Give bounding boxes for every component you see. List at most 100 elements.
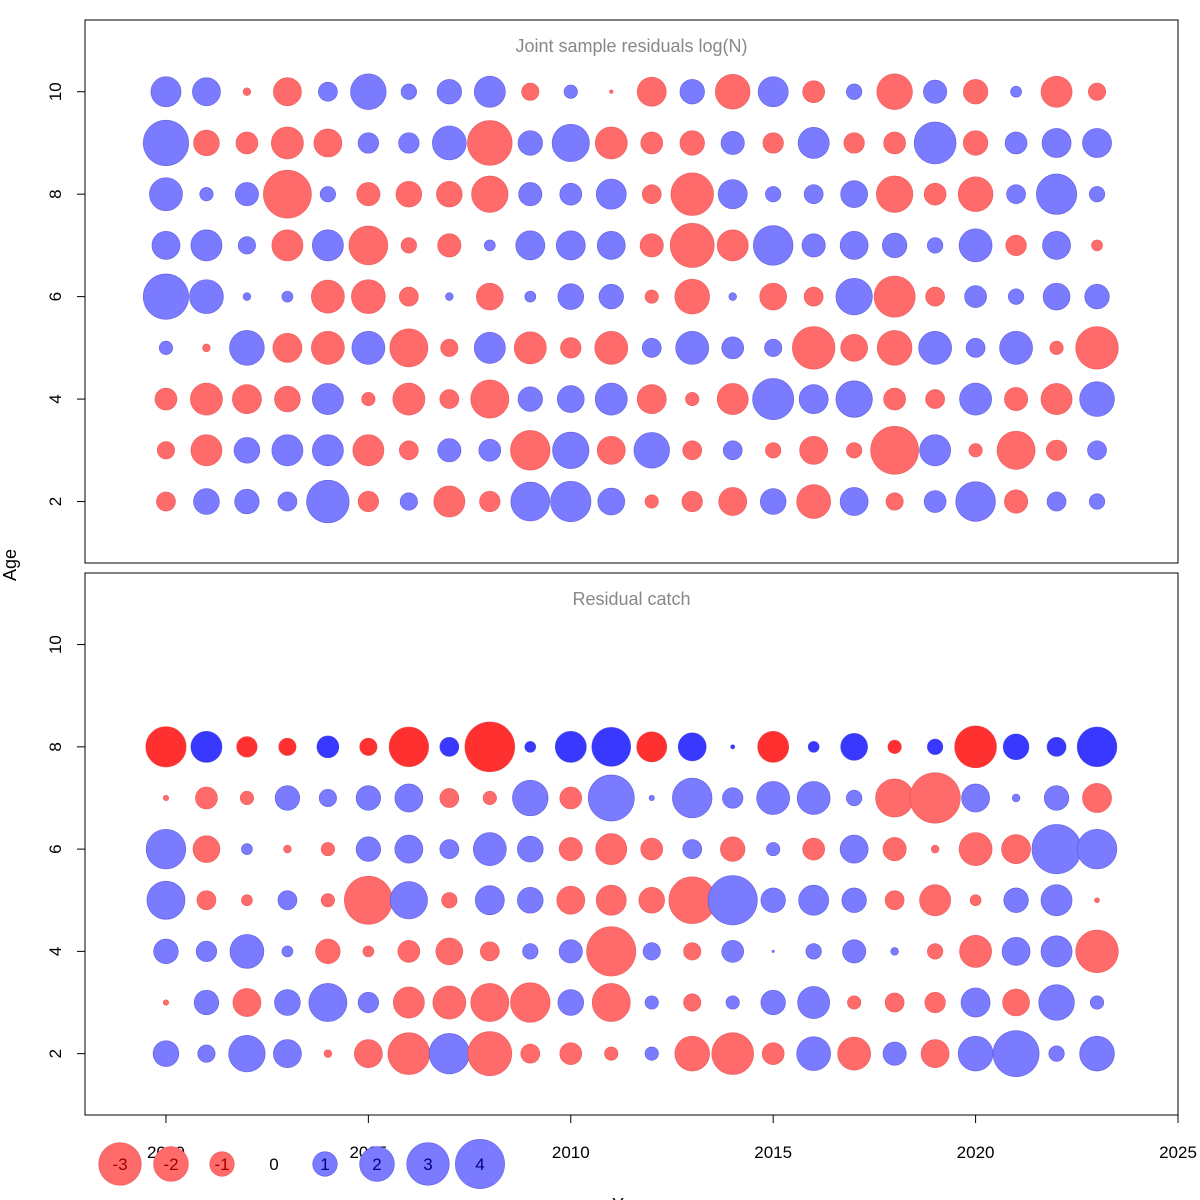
bubble-age4-y2017 — [842, 939, 867, 964]
bubble-age9-y2011 — [594, 126, 628, 160]
bubble-age5-y2000 — [146, 880, 186, 920]
bubble-age2-y2003 — [273, 1039, 302, 1068]
bubble-age5-y2013 — [675, 331, 710, 365]
bubble-age6-y2018 — [873, 275, 916, 318]
y-tick-label: 4 — [46, 394, 65, 403]
bubble-age9-y2003 — [271, 126, 304, 160]
bubble-age3-y2015 — [760, 989, 786, 1016]
bubble-age2-y2021 — [1004, 489, 1029, 514]
bubble-age5-y2019 — [918, 331, 952, 365]
bubble-age9-y2006 — [398, 132, 420, 154]
bubble-age4-y2013 — [685, 392, 700, 407]
bubble-age8-y2001 — [190, 730, 223, 763]
bubble-age3-y2020 — [968, 443, 983, 458]
bubble-age6-y2010 — [557, 283, 585, 310]
bubble-age4-y2008 — [470, 379, 510, 419]
bubble-age7-y2020 — [958, 228, 993, 263]
bubble-age5-y2000 — [158, 340, 174, 355]
bubble-age4-y2013 — [683, 942, 702, 961]
bubble-age2-y2004 — [323, 1049, 333, 1058]
bubble-age9-y2004 — [313, 128, 343, 158]
bubble-age3-y2014 — [725, 995, 740, 1010]
bubble-age10-y2006 — [400, 83, 417, 100]
bubble-age4-y2006 — [392, 382, 426, 416]
bubble-age6-y2016 — [803, 286, 824, 307]
bubble-age5-y2002 — [241, 894, 253, 907]
bubble-age8-y2021 — [1006, 184, 1026, 205]
bubble-age7-y2016 — [801, 233, 826, 258]
bubble-age5-y2010 — [556, 885, 586, 915]
bubble-age9-y2007 — [432, 125, 467, 161]
bubble-age5-y2008 — [473, 331, 506, 364]
bubble-age9-y2021 — [1004, 131, 1028, 155]
bubble-age4-y2011 — [586, 926, 637, 977]
bubble-age7-y2009 — [515, 230, 546, 261]
bubble-age9-y2012 — [640, 131, 664, 155]
bubble-age7-y2020 — [961, 783, 990, 813]
bubble-age4-y2001 — [195, 940, 218, 962]
bubble-age4-y2014 — [716, 383, 749, 415]
y-tick-label: 4 — [46, 947, 65, 956]
bubble-age3-y2000 — [156, 441, 175, 460]
bubble-age2-y2020 — [957, 1035, 994, 1072]
bubble-age8-y2011 — [591, 727, 632, 767]
bubble-age5-y2016 — [792, 326, 836, 370]
bubble-age8-y2022 — [1046, 736, 1067, 757]
bubble-age2-y2012 — [644, 494, 659, 509]
bubble-age6-y2005 — [351, 279, 386, 314]
bubble-age8-y2009 — [524, 741, 537, 753]
bubble-age7-y2006 — [394, 783, 424, 813]
bubble-age5-y2001 — [196, 890, 217, 911]
bubble-age7-y2019 — [927, 237, 944, 254]
bubble-age10-y2015 — [757, 76, 789, 108]
bubble-age6-y2012 — [640, 837, 664, 861]
bubble-age7-y2002 — [237, 236, 256, 255]
bubble-age4-y2021 — [1001, 937, 1031, 966]
bubble-age2-y2007 — [433, 485, 466, 518]
bubble-age3-y2002 — [233, 437, 261, 464]
bubble-age2-y2016 — [796, 1036, 831, 1071]
bubble-age6-y2011 — [595, 833, 628, 866]
bubble-age4-y2001 — [190, 382, 223, 416]
bubble-age9-y2009 — [517, 130, 543, 156]
legend-label: 0 — [269, 1155, 278, 1174]
bubble-age8-y2014 — [717, 179, 748, 210]
bubble-age8-y2018 — [876, 175, 914, 213]
legend-bubble — [359, 1146, 395, 1182]
bubble-age8-y2017 — [840, 180, 868, 208]
bubble-age4-y2009 — [522, 943, 539, 960]
bubble-age6-y2006 — [394, 834, 424, 864]
bubble-age6-y2000 — [145, 828, 187, 870]
bubble-age7-y2023 — [1091, 239, 1103, 252]
bubble-age5-y2009 — [513, 331, 547, 365]
bubble-age6-y2001 — [192, 835, 221, 863]
bubble-age2-y2010 — [550, 480, 592, 523]
y-tick-label: 2 — [46, 1049, 65, 1058]
bubble-age5-y2016 — [798, 884, 830, 916]
bubble-age2-y2002 — [228, 1035, 266, 1073]
bubble-age7-y2023 — [1082, 783, 1112, 813]
bubble-age7-y2008 — [484, 239, 496, 252]
bubble-age5-y2007 — [441, 892, 458, 909]
bubble-age3-y2006 — [392, 986, 425, 1019]
bubble-age5-y2018 — [884, 890, 905, 911]
bubble-age6-y2005 — [355, 836, 381, 862]
bubble-age5-y2004 — [320, 893, 335, 908]
bubble-age3-y2023 — [1087, 440, 1107, 461]
bubble-age9-y2016 — [797, 127, 830, 159]
bubble-age7-y2010 — [559, 786, 583, 810]
bubble-age6-y2000 — [142, 273, 189, 320]
bubble-age5-y2002 — [229, 330, 265, 366]
bubble-age5-y2017 — [840, 334, 868, 362]
bubble-age3-y2003 — [274, 989, 301, 1016]
bubble-age3-y2010 — [557, 989, 585, 1016]
bubble-age4-y2005 — [362, 945, 375, 958]
bubble-age4-y2012 — [636, 384, 667, 414]
bubble-age10-y2022 — [1040, 75, 1073, 108]
bubble-age5-y2019 — [919, 884, 952, 917]
bubble-age3-y2012 — [633, 432, 670, 469]
bubble-age8-y2007 — [436, 180, 463, 208]
bubble-age7-y2010 — [555, 230, 586, 261]
bubble-age3-y2000 — [162, 999, 170, 1006]
bubble-age4-y2006 — [397, 940, 421, 963]
